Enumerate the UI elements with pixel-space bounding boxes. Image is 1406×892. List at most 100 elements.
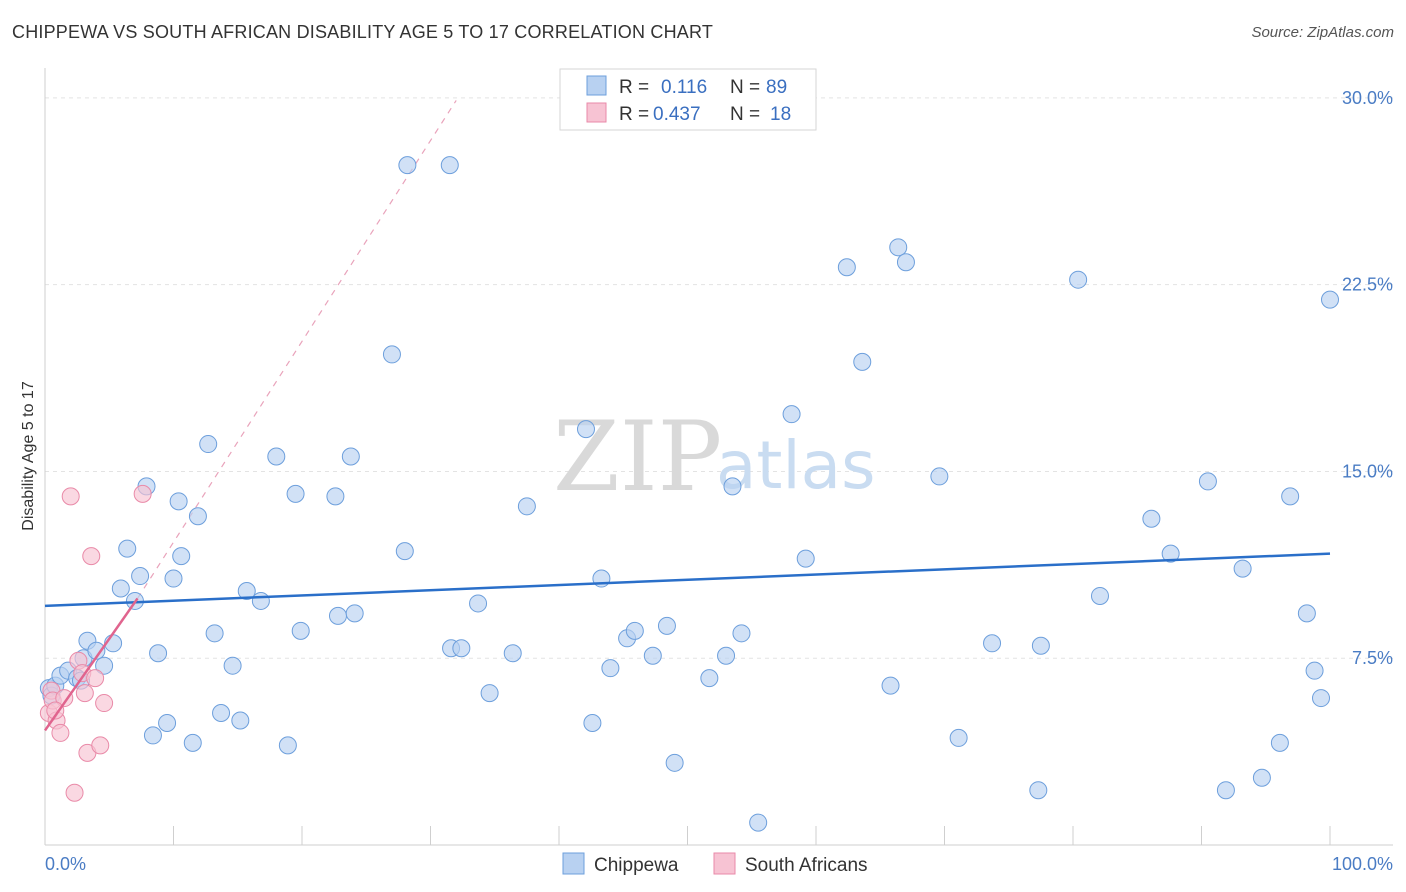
- south-africans-point-16: [133, 484, 152, 503]
- y-axis-label: Disability Age 5 to 17: [20, 381, 37, 531]
- chippewa-point-40: [382, 345, 401, 364]
- chippewa-point-43: [440, 156, 459, 175]
- chippewa-point-72: [949, 728, 968, 747]
- bottom-legend-swatch-south-africans: [713, 852, 736, 875]
- chippewa-point-65: [796, 549, 815, 568]
- chippewa-point-46: [469, 594, 488, 613]
- chippewa-point-62: [732, 624, 751, 643]
- chippewa-point-27: [212, 704, 231, 723]
- legend-n-label-0: N =: [730, 77, 760, 98]
- chippewa-point-23: [183, 733, 202, 752]
- chart-title: CHIPPEWA VS SOUTH AFRICAN DISABILITY AGE…: [12, 22, 714, 42]
- south-africans-trend-dashed: [137, 100, 457, 599]
- chippewa-point-69: [889, 238, 908, 257]
- chippewa-point-67: [853, 352, 872, 371]
- legend-n-label-1: N =: [730, 104, 760, 125]
- legend-swatch-chippewa: [586, 75, 607, 96]
- watermark-zip: ZIP: [553, 401, 722, 513]
- south-africans-point-4: [51, 723, 70, 742]
- legend-swatch-south-africans: [586, 102, 607, 123]
- south-africans-point-17: [46, 701, 65, 720]
- bottom-legend: Chippewa South Africans: [562, 852, 868, 876]
- chippewa-point-53: [601, 659, 620, 678]
- chippewa-point-87: [1305, 661, 1324, 680]
- south-africans-trend: [43, 597, 139, 732]
- y-tick-labels: 7.5% 15.0% 22.5% 30.0%: [1342, 88, 1393, 668]
- chippewa-point-31: [251, 591, 270, 610]
- chippewa-point-75: [1031, 636, 1050, 655]
- south-africans-points: [39, 484, 152, 802]
- x-tick-label-0: 0.0%: [45, 854, 86, 874]
- chippewa-point-48: [503, 644, 522, 663]
- chippewa-trend-line: [44, 552, 1331, 608]
- chippewa-point-60: [717, 646, 736, 665]
- south-africans-trend-line: [43, 597, 139, 732]
- chippewa-point-29: [231, 711, 250, 730]
- chippewa-point-50: [576, 420, 595, 439]
- chippewa-point-85: [1281, 487, 1300, 506]
- chippewa-point-80: [1198, 472, 1217, 491]
- chippewa-point-83: [1252, 768, 1271, 787]
- legend: R = 0.116 N = 89 R = 0.437 N = 18: [559, 68, 817, 131]
- chippewa-point-39: [345, 604, 364, 623]
- chippewa-point-26: [205, 624, 224, 643]
- south-africans-point-5: [55, 689, 74, 708]
- chippewa-point-21: [169, 492, 188, 511]
- chippewa-point-41: [395, 542, 414, 561]
- south-africans-point-15: [95, 694, 114, 713]
- south-africans-point-6: [61, 487, 80, 506]
- chippewa-point-12: [111, 579, 130, 598]
- chippewa-point-82: [1233, 559, 1252, 578]
- chippewa-point-71: [930, 467, 949, 486]
- chippewa-point-59: [700, 669, 719, 688]
- bottom-legend-south-africans: South Africans: [745, 855, 868, 876]
- chippewa-trend: [44, 552, 1331, 608]
- chippewa-point-70: [896, 253, 915, 272]
- legend-r-value-1: 0.437: [653, 104, 701, 125]
- chippewa-point-34: [286, 484, 305, 503]
- x-tick-labels: 0.0% 100.0%: [45, 854, 1393, 874]
- chippewa-point-18: [149, 644, 168, 663]
- x-tick-label-1: 100.0%: [1332, 854, 1393, 874]
- chippewa-point-42: [398, 156, 417, 175]
- chippewa-point-37: [328, 606, 347, 625]
- south-africans-trend-extension: [137, 100, 457, 599]
- bottom-legend-chippewa: Chippewa: [594, 855, 679, 876]
- chippewa-point-56: [643, 646, 662, 665]
- chippewa-point-38: [341, 447, 360, 466]
- chippewa-point-35: [291, 621, 310, 640]
- chippewa-point-76: [1069, 270, 1088, 289]
- legend-r-label-0: R =: [619, 77, 649, 98]
- chippewa-point-55: [625, 621, 644, 640]
- chippewa-point-49: [517, 497, 536, 516]
- chippewa-point-30: [237, 581, 256, 600]
- chippewa-point-81: [1216, 781, 1235, 800]
- watermark-atlas: atlas: [716, 427, 876, 504]
- chippewa-point-66: [837, 258, 856, 277]
- chippewa-point-28: [223, 656, 242, 675]
- chippewa-point-61: [723, 477, 742, 496]
- chippewa-point-77: [1090, 586, 1109, 605]
- source-label: Source: ZipAtlas.com: [1251, 24, 1394, 41]
- chippewa-point-22: [172, 547, 191, 566]
- chippewa-point-88: [1312, 689, 1331, 708]
- chippewa-point-45: [452, 639, 471, 658]
- chippewa-point-13: [118, 539, 137, 558]
- chippewa-point-74: [1029, 781, 1048, 800]
- chippewa-point-15: [131, 567, 150, 586]
- chippewa-point-89: [1321, 290, 1339, 309]
- legend-r-value-0: 0.116: [661, 77, 707, 98]
- y-tick-label-3: 30.0%: [1342, 88, 1393, 108]
- grid-lines: [45, 97, 1393, 659]
- south-africans-point-10: [75, 684, 94, 703]
- chippewa-point-57: [657, 616, 676, 635]
- watermark: ZIP atlas: [553, 401, 876, 513]
- south-africans-point-12: [82, 547, 101, 566]
- chippewa-point-10: [95, 656, 114, 675]
- chippewa-point-17: [143, 726, 162, 745]
- axes: [44, 68, 1393, 846]
- chippewa-point-25: [199, 435, 218, 454]
- legend-r-label-1: R =: [619, 104, 649, 125]
- chippewa-point-64: [782, 405, 801, 424]
